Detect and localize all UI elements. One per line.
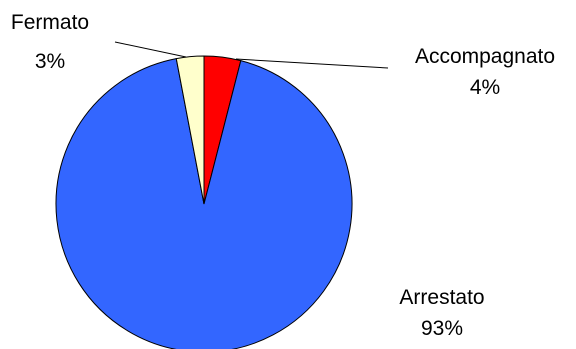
label-fermato: Fermato 3% bbox=[11, 11, 89, 73]
slice-percent-fermato: 3% bbox=[35, 50, 65, 73]
slice-label-fermato: Fermato bbox=[11, 11, 89, 34]
leader-line-fermato bbox=[114, 41, 187, 58]
slice-label-arrestato: Arrestato bbox=[399, 286, 484, 309]
slice-percent-accompagnato: 4% bbox=[470, 76, 500, 99]
label-arrestato: Arrestato 93% bbox=[399, 286, 484, 340]
pie-slice-fermato bbox=[175, 55, 205, 205]
slice-label-accompagnato: Accompagnato bbox=[415, 45, 555, 68]
pie-slice-arrestato bbox=[55, 58, 353, 349]
slice-percent-arrestato: 93% bbox=[421, 317, 463, 340]
label-accompagnato: Accompagnato 4% bbox=[415, 45, 555, 99]
leader-line-accompagnato bbox=[235, 58, 389, 69]
pie-slices bbox=[55, 55, 353, 349]
